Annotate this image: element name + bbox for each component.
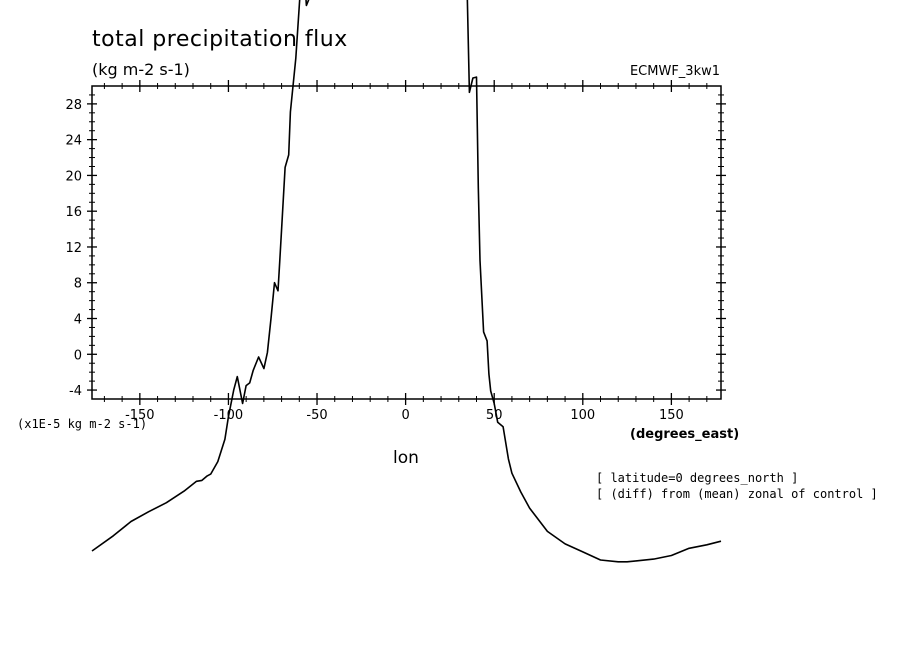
- x-tick-label: -150: [125, 408, 155, 423]
- x-tick-label: 0: [401, 408, 409, 423]
- x-tick-label: 100: [570, 408, 595, 423]
- y-tick-label: 8: [74, 277, 82, 292]
- y-tick-label: 12: [65, 241, 82, 256]
- series-line-2: [466, 0, 722, 563]
- chart-title: total precipitation flux: [92, 27, 348, 52]
- note-latitude: [ latitude=0 degrees_north ]: [596, 471, 798, 485]
- y-tick-label: 16: [65, 205, 82, 220]
- dataset-label: ECMWF_3kw1: [630, 64, 720, 79]
- series-line-1: [91, 0, 310, 552]
- units-label: (kg m-2 s-1): [92, 60, 190, 79]
- y-tick-label: 28: [65, 98, 82, 113]
- y-tick-label: 0: [74, 348, 82, 363]
- note-diff: [ (diff) from (mean) zonal of control ]: [596, 487, 878, 501]
- y-tick-label: 4: [74, 313, 82, 328]
- x-tick-label: -50: [306, 408, 327, 423]
- x-axis-label: lon: [393, 448, 419, 468]
- x-tick-label: 50: [486, 408, 503, 423]
- y-scale-label: (x1E-5 kg m-2 s-1): [17, 417, 147, 431]
- x-units-label: (degrees_east): [630, 427, 739, 442]
- minor-ticks: [89, 83, 724, 402]
- y-tick-label: -4: [69, 384, 82, 399]
- series-group: [91, 0, 722, 563]
- x-tick-label: 150: [659, 408, 684, 423]
- y-ticks: -4 0 4 8 12 16 20 24 28: [65, 98, 726, 399]
- y-tick-label: 20: [65, 169, 82, 184]
- y-tick-label: 24: [65, 134, 82, 149]
- x-ticks: -150 -100 -50 0 50 100 150: [125, 80, 684, 423]
- plot-frame: [91, 85, 722, 400]
